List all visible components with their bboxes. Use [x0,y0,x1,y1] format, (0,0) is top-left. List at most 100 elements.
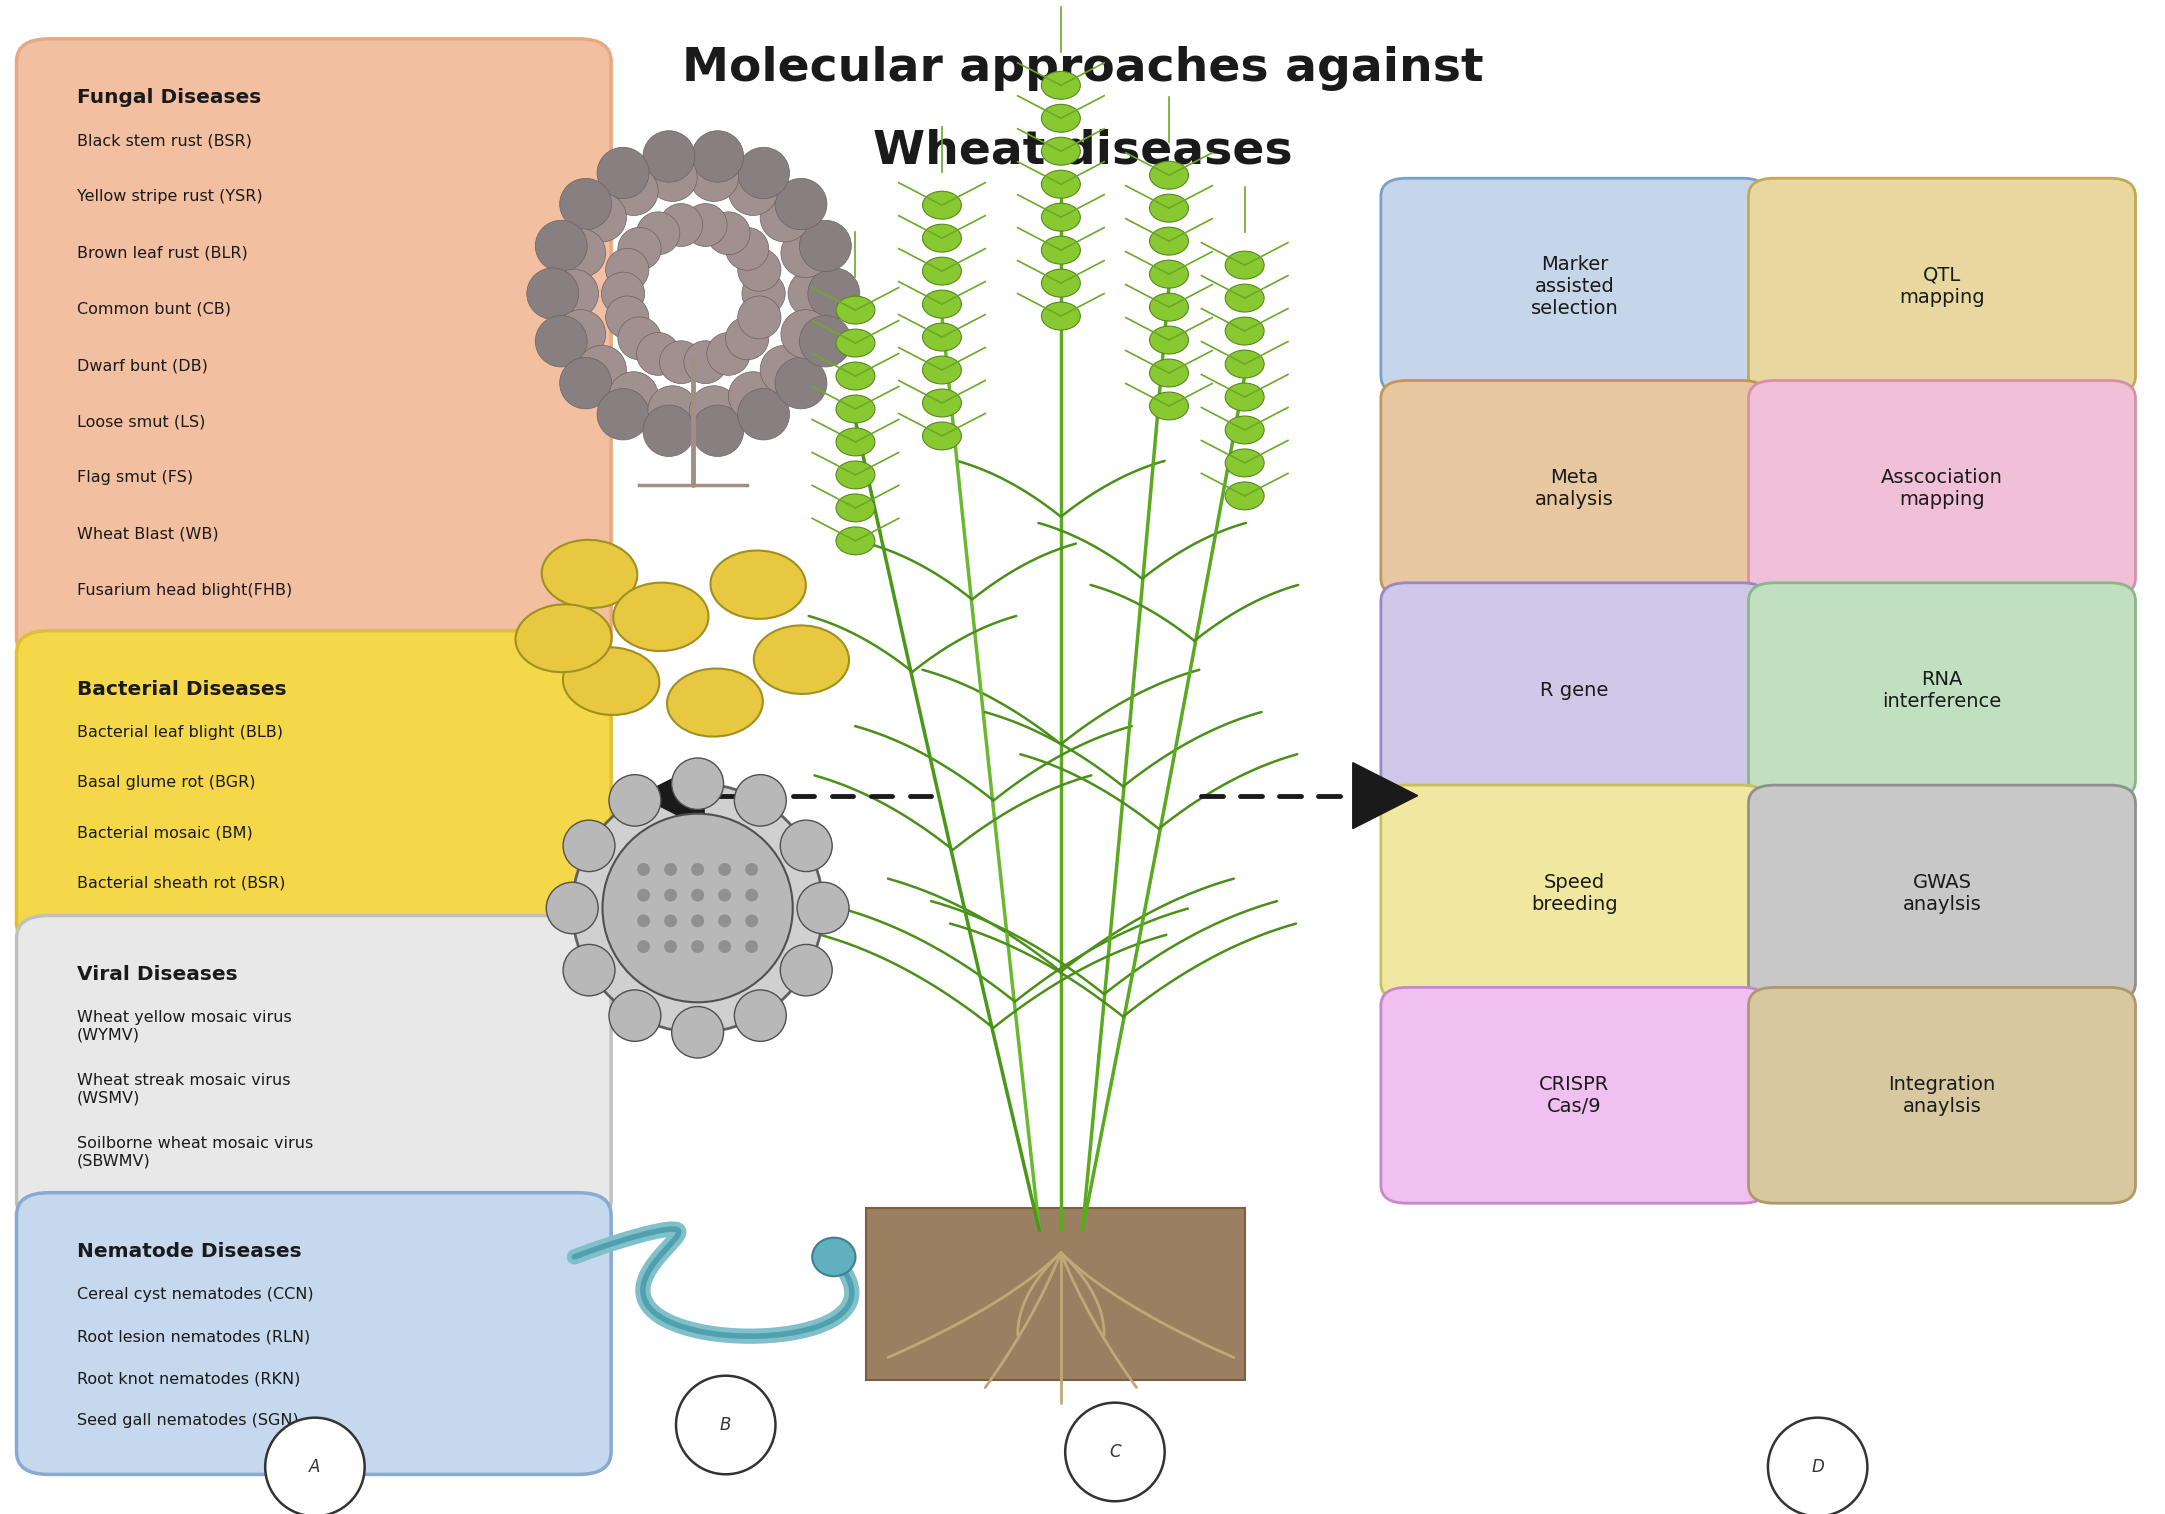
Ellipse shape [734,990,786,1042]
Ellipse shape [738,248,782,291]
Ellipse shape [1150,227,1189,254]
Ellipse shape [1150,162,1189,189]
Ellipse shape [753,625,849,693]
Ellipse shape [606,248,650,291]
Ellipse shape [660,341,704,383]
Ellipse shape [541,540,637,609]
Ellipse shape [598,389,650,441]
Ellipse shape [1041,138,1080,165]
Ellipse shape [613,583,708,651]
Ellipse shape [688,386,738,435]
Ellipse shape [922,191,961,220]
Ellipse shape [665,914,678,927]
Ellipse shape [667,669,762,737]
Ellipse shape [1225,450,1264,477]
Text: Bacterial leaf blight (BLB): Bacterial leaf blight (BLB) [78,725,284,740]
Ellipse shape [1225,316,1264,345]
Ellipse shape [788,269,838,318]
Text: Marker
assisted
selection: Marker assisted selection [1531,254,1617,318]
Ellipse shape [684,203,727,247]
FancyBboxPatch shape [1381,380,1769,597]
Ellipse shape [1065,1402,1165,1502]
Ellipse shape [684,341,727,383]
Ellipse shape [1150,194,1189,223]
Text: QTL
mapping: QTL mapping [1899,265,1985,307]
Ellipse shape [1150,326,1189,354]
Ellipse shape [1225,251,1264,279]
Ellipse shape [637,863,650,877]
Ellipse shape [706,333,749,375]
Ellipse shape [782,310,829,359]
Ellipse shape [836,362,875,391]
Ellipse shape [775,357,827,409]
Text: Yellow stripe rust (YSR): Yellow stripe rust (YSR) [78,189,262,204]
Ellipse shape [563,821,615,872]
Ellipse shape [535,220,587,271]
Ellipse shape [643,130,695,182]
Ellipse shape [745,889,758,901]
Ellipse shape [725,316,769,360]
Ellipse shape [1041,170,1080,198]
Text: R gene: R gene [1539,681,1609,699]
Ellipse shape [745,940,758,952]
FancyBboxPatch shape [17,631,611,945]
Text: Root lesion nematodes (RLN): Root lesion nematodes (RLN) [78,1329,310,1344]
Ellipse shape [727,167,777,215]
Ellipse shape [578,345,626,394]
Text: Wheat Blast (WB): Wheat Blast (WB) [78,527,219,542]
Ellipse shape [1150,294,1189,321]
Text: Cereal cyst nematodes (CCN): Cereal cyst nematodes (CCN) [78,1287,314,1302]
Ellipse shape [1150,359,1189,388]
Ellipse shape [563,648,660,715]
Text: Asscociation
mapping: Asscociation mapping [1881,468,2003,509]
Text: Wheat diseases: Wheat diseases [872,129,1293,174]
Ellipse shape [836,527,875,554]
Text: Seed gall nematodes (SGN): Seed gall nematodes (SGN) [78,1414,299,1428]
Text: Dwarf bunt (DB): Dwarf bunt (DB) [78,357,208,372]
Ellipse shape [1041,303,1080,330]
Ellipse shape [617,227,660,271]
Text: Flag smut (FS): Flag smut (FS) [78,471,193,486]
Ellipse shape [738,147,790,198]
Polygon shape [639,763,704,828]
Ellipse shape [1041,269,1080,297]
Ellipse shape [743,273,786,315]
Text: A: A [310,1458,320,1476]
Ellipse shape [836,297,875,324]
Ellipse shape [779,821,831,872]
Text: Fusarium head blight(FHB): Fusarium head blight(FHB) [78,583,292,598]
Ellipse shape [608,372,658,421]
Ellipse shape [1769,1417,1868,1514]
Ellipse shape [515,604,613,672]
Ellipse shape [922,356,961,385]
Text: CRISPR
Cas/9: CRISPR Cas/9 [1539,1075,1609,1116]
FancyBboxPatch shape [1381,786,1769,1001]
Ellipse shape [1150,260,1189,288]
Ellipse shape [922,224,961,253]
Ellipse shape [745,863,758,877]
Ellipse shape [1041,71,1080,100]
Ellipse shape [647,153,697,201]
FancyBboxPatch shape [1381,179,1769,394]
Ellipse shape [550,269,598,318]
Ellipse shape [675,1376,775,1475]
Ellipse shape [1041,104,1080,132]
Ellipse shape [578,194,626,242]
Ellipse shape [836,395,875,422]
Ellipse shape [691,914,704,927]
Ellipse shape [1041,203,1080,232]
Ellipse shape [561,357,611,409]
Ellipse shape [617,316,660,360]
Ellipse shape [719,940,732,952]
Ellipse shape [738,389,790,441]
Ellipse shape [546,883,598,934]
Ellipse shape [264,1417,364,1514]
Ellipse shape [602,813,792,1002]
Ellipse shape [608,990,660,1042]
Ellipse shape [637,940,650,952]
FancyBboxPatch shape [17,916,611,1223]
Ellipse shape [719,914,732,927]
Text: Molecular approaches against: Molecular approaches against [682,47,1483,91]
Text: Meta
analysis: Meta analysis [1535,468,1613,509]
Ellipse shape [637,889,650,901]
